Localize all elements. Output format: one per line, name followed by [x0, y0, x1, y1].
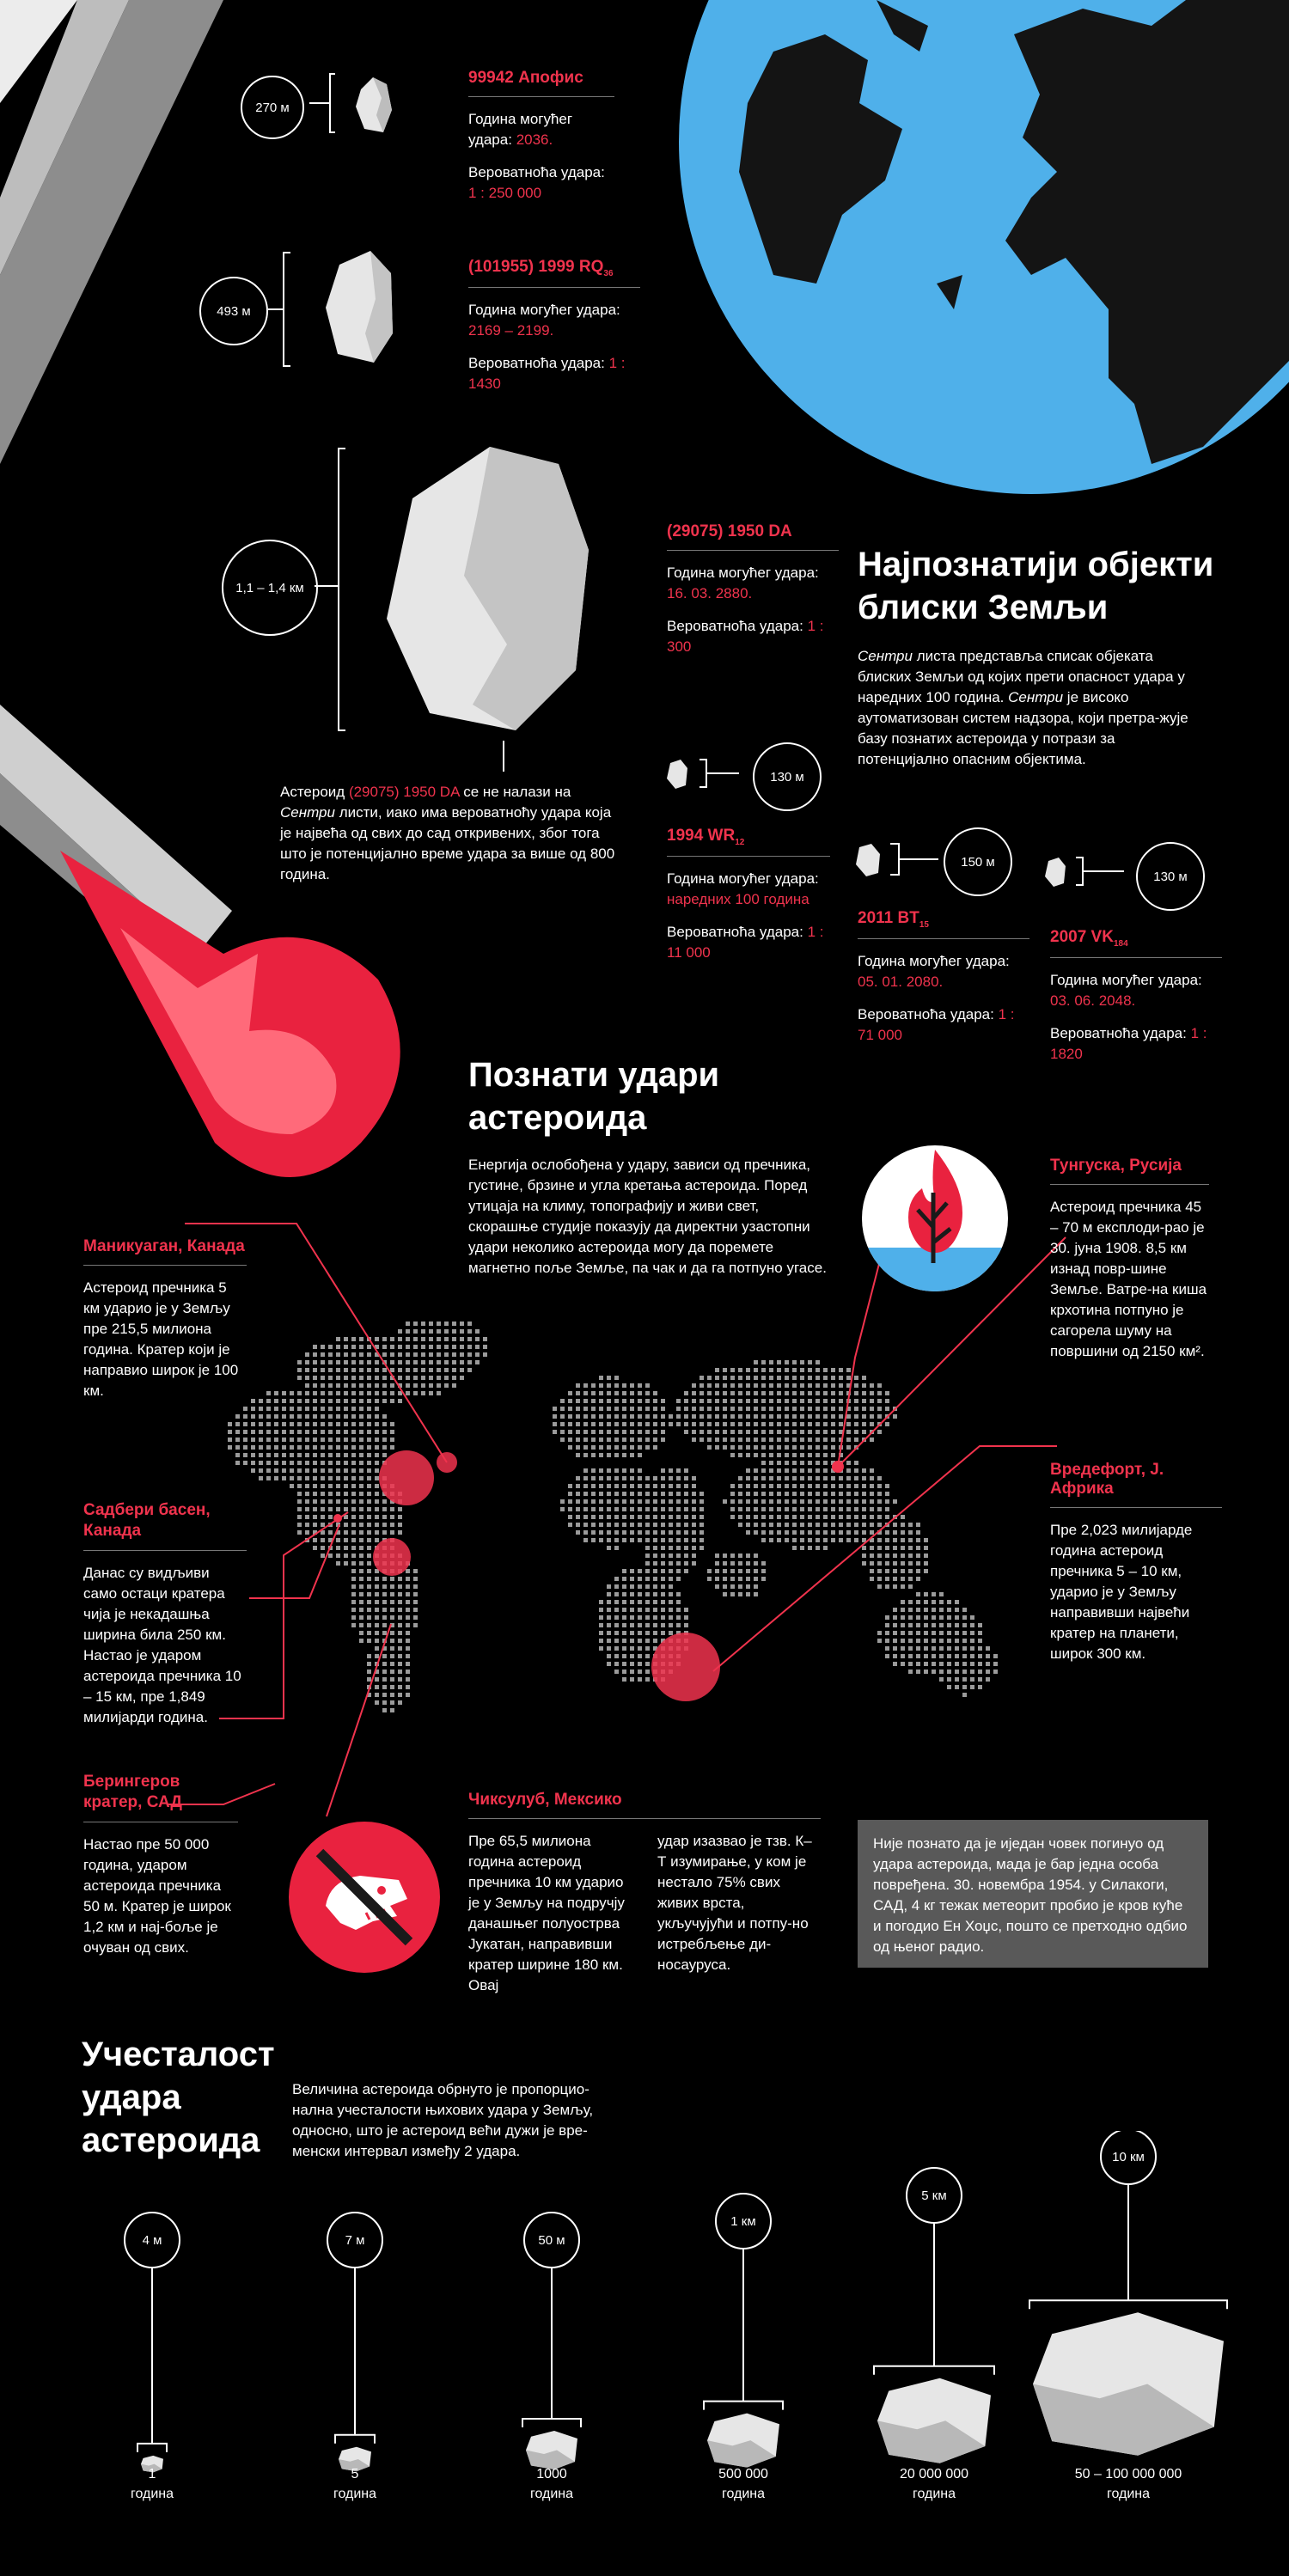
svg-text:5 км: 5 км [921, 2188, 946, 2203]
asteroid-icon [356, 77, 392, 132]
asteroid-name: (29075) 1950 DA [667, 522, 792, 540]
section-title: Најпознатији објекти [858, 546, 1214, 583]
impact-probability: 1 : 11 000 [667, 923, 824, 961]
frequency-diagram: 4 м 7 м 50 м 1 км 5 км 10 км [124, 2131, 1228, 2473]
asteroid-icon [667, 760, 687, 789]
impact-text: Пре 65,5 милиона година астероид пречник… [468, 1833, 625, 1993]
svg-text:7 м: 7 м [345, 2233, 365, 2248]
bracket-line [1076, 857, 1124, 886]
section-title: Познати удари [468, 1056, 720, 1094]
impact-year: 2169 – 2199. [468, 321, 554, 339]
prob-label: Вероватноћа удара: [858, 1005, 994, 1022]
impact-year: 05. 01. 2080. [858, 973, 944, 990]
size-marker: 7 м [327, 2212, 383, 2472]
forest-fire-icon [862, 1145, 1008, 1291]
section-intro: Енергија ослобођена у удару, зависи од п… [468, 1157, 827, 1276]
section-intro: Величина астероида обрнуто је пропорцио-… [292, 2081, 594, 2159]
asteroid-icon [856, 844, 880, 876]
prob-label: Вероватноћа удара: [468, 354, 605, 371]
bracket-line [309, 73, 335, 133]
frequency-label: 1 година [130, 2467, 174, 2501]
section-intro: Сентри листа представља списак објеката … [858, 648, 1188, 767]
section-title: блиски Земљи [858, 589, 1109, 626]
svg-text:50 м: 50 м [538, 2233, 565, 2248]
asteroid-name: (101955) 1999 RQ36 [468, 258, 614, 278]
asteroid-name: 2011 BT15 [858, 909, 929, 930]
size-marker: 1 км [703, 2193, 784, 2468]
frequency-label: 20 000 000 година [899, 2467, 969, 2501]
size-badge: 130 м [753, 742, 822, 811]
impact-title: Садбери басен, Канада [83, 1501, 211, 1540]
prob-label: Вероватноћа удара: [667, 618, 803, 634]
section-title: астероида [82, 2121, 260, 2159]
meteor-illustration [0, 0, 400, 1177]
bracket-line [315, 448, 345, 731]
year-label: Година могућег удара: [468, 301, 620, 318]
year-label: Година могућег удара: [667, 870, 819, 887]
size-marker: 4 м [124, 2212, 180, 2473]
dinosaur-extinction-icon [289, 1822, 440, 1973]
impact-text: удар изазвао је тзв. К–Т изумирање, у ко… [657, 1833, 812, 1973]
frequency-label: 5 година [333, 2467, 377, 2501]
asteroid-name: 99942 Апофис [468, 69, 583, 87]
section-title: астероида [468, 1099, 647, 1137]
year-label: Година могућег удара: [468, 111, 573, 148]
impact-year: наредних 100 година [667, 890, 809, 907]
size-badge: 270 м [241, 76, 304, 139]
impact-probability: 1 : 300 [667, 618, 824, 655]
impact-connectors [168, 1223, 1066, 1817]
note-1950da: Астероид (29075) 1950 DA се не налази на… [280, 784, 615, 882]
asteroid-icon [326, 251, 393, 363]
bracket-line [699, 759, 739, 788]
impact-title: Вредефорт, Ј. Африка [1050, 1461, 1164, 1498]
year-label: Година могућег удара: [858, 952, 1010, 969]
year-label: Година могућег удара: [667, 565, 819, 581]
frequency-label: 500 000 година [718, 2467, 768, 2501]
asteroid-name: 1994 WR12 [667, 827, 745, 847]
size-marker: 10 км [1029, 2131, 1228, 2456]
size-badge: 493 м [199, 277, 268, 345]
impact-probability: 1 : 71 000 [858, 1005, 1015, 1043]
svg-text:10 км: 10 км [1112, 2150, 1145, 2164]
impact-title: Маникуаган, Канада [83, 1237, 245, 1255]
section-title: удара [82, 2079, 181, 2116]
size-marker: 5 км [873, 2167, 995, 2463]
world-map [228, 1322, 998, 1712]
size-marker: 50 м [522, 2212, 582, 2469]
bracket-line [890, 843, 938, 876]
asteroid-icon [387, 447, 589, 730]
prob-label: Вероватноћа удара: [667, 923, 803, 940]
bracket-line [268, 252, 290, 367]
impact-year: 16. 03. 2880. [667, 585, 753, 601]
impact-title: Тунгуска, Русија [1050, 1157, 1182, 1175]
frequency-label: 1000 година [529, 2467, 574, 2501]
impact-text: Астероид пречника 45 – 70 м експлоди-рао… [1050, 1199, 1207, 1359]
size-badge: 150 м [944, 827, 1012, 896]
impact-year: 2036. [516, 131, 553, 148]
svg-text:4 м: 4 м [143, 2233, 162, 2248]
impact-title: Чиксулуб, Мексико [468, 1791, 622, 1809]
asteroid-name: 2007 VK184 [1050, 928, 1128, 949]
size-badge: 1,1 – 1,4 км [222, 540, 318, 636]
section-title: Учесталост [82, 2036, 275, 2073]
impact-probability: 1 : 1430 [468, 354, 626, 392]
prob-label: Вероватноћа удара: [1050, 1024, 1187, 1041]
impact-text: Астероид пречника 5 км ударио је у Земљу… [83, 1279, 239, 1399]
impact-probability: 1 : 1820 [1050, 1024, 1207, 1062]
info-box: Није познато да је иједан човек погинуо … [858, 1820, 1208, 1968]
year-label: Година могућег удара: [1050, 971, 1202, 988]
earth-illustration [679, 0, 1289, 494]
impact-probability: 1 : 250 000 [468, 185, 542, 201]
asteroid-icon [1045, 858, 1066, 887]
size-badge: 130 м [1136, 842, 1205, 911]
prob-label: Вероватноћа удара: [468, 164, 605, 180]
impact-text: Данас су видљиви само остаци кратера чиј… [83, 1565, 241, 1725]
impact-year: 03. 06. 2048. [1050, 992, 1136, 1009]
frequency-label: 50 – 100 000 000 година [1074, 2467, 1182, 2501]
svg-text:1 км: 1 км [730, 2214, 755, 2229]
impact-text: Пре 2,023 милијарде година астероид преч… [1050, 1522, 1193, 1662]
impact-text: Настао пре 50 000 година, ударом астерои… [83, 1836, 231, 1956]
impact-title: Берингеров кратер, САД [83, 1773, 182, 1811]
connector-line [503, 741, 504, 772]
